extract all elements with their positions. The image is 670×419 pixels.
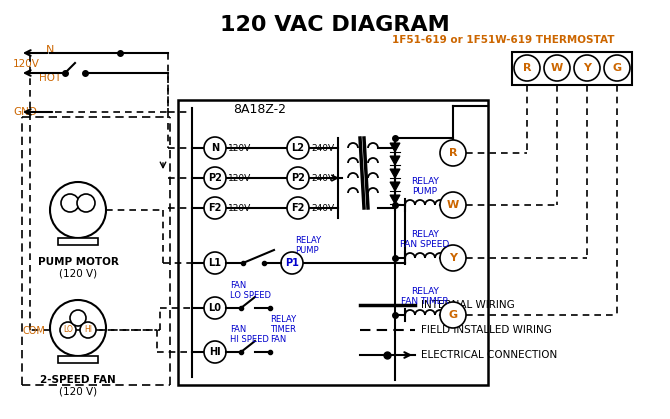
Text: (120 V): (120 V) bbox=[59, 386, 97, 396]
Circle shape bbox=[287, 167, 309, 189]
Text: FAN: FAN bbox=[230, 280, 247, 290]
Text: W: W bbox=[551, 63, 563, 73]
Circle shape bbox=[80, 322, 96, 338]
Text: 2-SPEED FAN: 2-SPEED FAN bbox=[40, 375, 116, 385]
Bar bbox=[58, 356, 98, 363]
Text: 240V: 240V bbox=[311, 204, 334, 212]
Text: R: R bbox=[449, 148, 457, 158]
Text: L0: L0 bbox=[208, 303, 222, 313]
Text: ELECTRICAL CONNECTION: ELECTRICAL CONNECTION bbox=[421, 350, 557, 360]
Bar bbox=[178, 100, 488, 385]
Text: W: W bbox=[447, 200, 459, 210]
Polygon shape bbox=[390, 182, 400, 191]
Circle shape bbox=[50, 182, 106, 238]
Text: PUMP: PUMP bbox=[413, 186, 438, 196]
Text: GND: GND bbox=[13, 107, 37, 117]
Text: F2: F2 bbox=[291, 203, 305, 213]
Text: COM: COM bbox=[22, 326, 45, 336]
Circle shape bbox=[440, 192, 466, 218]
Text: LO: LO bbox=[63, 326, 73, 334]
Circle shape bbox=[204, 137, 226, 159]
Polygon shape bbox=[390, 156, 400, 165]
Circle shape bbox=[204, 167, 226, 189]
Circle shape bbox=[440, 245, 466, 271]
Text: 120V: 120V bbox=[228, 204, 251, 212]
Circle shape bbox=[50, 300, 106, 356]
Text: 240V: 240V bbox=[311, 143, 334, 153]
Text: R: R bbox=[523, 63, 531, 73]
Text: (120 V): (120 V) bbox=[59, 268, 97, 278]
Text: RELAY: RELAY bbox=[411, 176, 439, 186]
Text: FIELD INSTALLED WIRING: FIELD INSTALLED WIRING bbox=[421, 325, 552, 335]
Circle shape bbox=[544, 55, 570, 81]
Circle shape bbox=[281, 252, 303, 274]
Polygon shape bbox=[390, 169, 400, 178]
Text: G: G bbox=[448, 310, 458, 320]
Circle shape bbox=[204, 341, 226, 363]
Text: P2: P2 bbox=[208, 173, 222, 183]
Polygon shape bbox=[390, 143, 400, 152]
Text: N: N bbox=[211, 143, 219, 153]
Text: 120V: 120V bbox=[228, 173, 251, 183]
Circle shape bbox=[204, 252, 226, 274]
Text: RELAY: RELAY bbox=[295, 235, 321, 245]
Text: Y: Y bbox=[583, 63, 591, 73]
Text: INTERNAL WIRING: INTERNAL WIRING bbox=[421, 300, 515, 310]
Text: 120 VAC DIAGRAM: 120 VAC DIAGRAM bbox=[220, 15, 450, 35]
Text: HOT: HOT bbox=[39, 73, 61, 83]
Circle shape bbox=[440, 140, 466, 166]
Circle shape bbox=[204, 197, 226, 219]
Text: 1F51-619 or 1F51W-619 THERMOSTAT: 1F51-619 or 1F51W-619 THERMOSTAT bbox=[392, 35, 614, 45]
Circle shape bbox=[604, 55, 630, 81]
Text: RELAY: RELAY bbox=[411, 287, 439, 295]
Text: PUMP: PUMP bbox=[295, 246, 319, 254]
Circle shape bbox=[514, 55, 540, 81]
Circle shape bbox=[287, 137, 309, 159]
Text: HI SPEED: HI SPEED bbox=[230, 334, 269, 344]
Circle shape bbox=[61, 194, 79, 212]
Text: 8A18Z-2: 8A18Z-2 bbox=[234, 103, 287, 116]
Bar bbox=[58, 238, 98, 245]
Text: Y: Y bbox=[449, 253, 457, 263]
Text: FAN: FAN bbox=[270, 334, 286, 344]
Text: FAN TIMER: FAN TIMER bbox=[401, 297, 449, 305]
Text: TIMER: TIMER bbox=[270, 324, 296, 334]
Circle shape bbox=[77, 194, 95, 212]
Circle shape bbox=[574, 55, 600, 81]
Text: 240V: 240V bbox=[311, 173, 334, 183]
Text: HI: HI bbox=[84, 326, 92, 334]
Text: G: G bbox=[612, 63, 622, 73]
Text: LO SPEED: LO SPEED bbox=[230, 290, 271, 300]
Circle shape bbox=[287, 197, 309, 219]
Text: 120V: 120V bbox=[228, 143, 251, 153]
Circle shape bbox=[70, 310, 86, 326]
Text: FAN SPEED: FAN SPEED bbox=[401, 240, 450, 248]
Circle shape bbox=[60, 322, 76, 338]
Polygon shape bbox=[390, 195, 400, 204]
Circle shape bbox=[204, 297, 226, 319]
Text: P1: P1 bbox=[285, 258, 299, 268]
Circle shape bbox=[440, 302, 466, 328]
Text: F2: F2 bbox=[208, 203, 222, 213]
Text: RELAY: RELAY bbox=[411, 230, 439, 238]
Bar bbox=[512, 52, 632, 85]
Text: N: N bbox=[46, 45, 54, 55]
Text: FAN: FAN bbox=[230, 324, 247, 334]
Text: L2: L2 bbox=[291, 143, 304, 153]
Text: L1: L1 bbox=[208, 258, 222, 268]
Text: RELAY: RELAY bbox=[270, 315, 296, 323]
Text: 120V: 120V bbox=[13, 59, 40, 69]
Text: P2: P2 bbox=[291, 173, 305, 183]
Text: HI: HI bbox=[209, 347, 221, 357]
Text: PUMP MOTOR: PUMP MOTOR bbox=[38, 257, 119, 267]
